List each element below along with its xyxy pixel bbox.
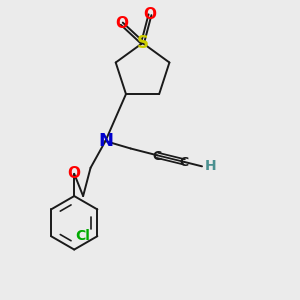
Text: Cl: Cl [75,229,90,243]
Text: H: H [204,159,216,173]
Text: C: C [153,150,162,163]
Text: O: O [68,166,81,181]
Text: O: O [115,16,128,31]
Text: S: S [136,34,148,52]
Text: N: N [98,132,113,150]
Text: C: C [180,156,189,169]
Text: O: O [143,7,157,22]
